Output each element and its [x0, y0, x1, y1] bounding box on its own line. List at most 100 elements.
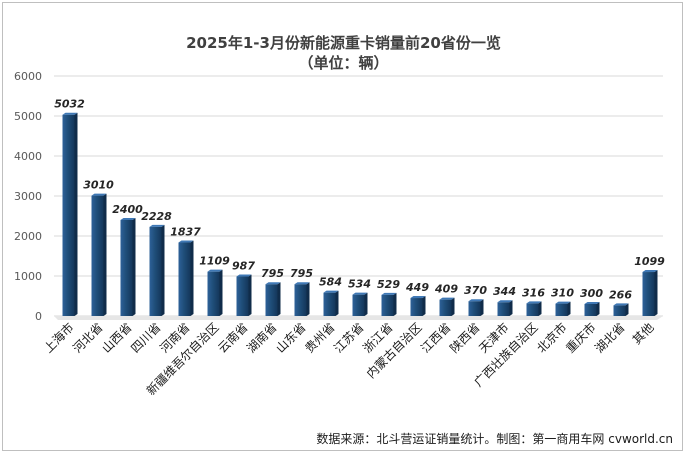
bar: [410, 296, 426, 316]
bar-top: [439, 297, 455, 300]
y-tick-label: 3000: [14, 190, 42, 203]
bar-face: [207, 271, 220, 316]
data-label: 534: [348, 278, 371, 291]
bar-face: [149, 226, 162, 316]
data-label: 266: [609, 288, 632, 301]
bar-face: [236, 276, 249, 316]
data-label: 1837: [170, 226, 201, 239]
bar-face: [381, 294, 394, 316]
bar: [207, 269, 223, 316]
x-tick-label: 山西省: [99, 320, 134, 355]
bar-top: [642, 270, 658, 273]
bar-side: [451, 297, 455, 316]
data-label: 529: [377, 278, 400, 291]
y-tick-label: 6000: [14, 70, 42, 83]
bar-side: [596, 302, 600, 316]
bar-side: [277, 282, 281, 316]
bar-face: [265, 284, 278, 316]
x-tick-label: 上海市: [41, 320, 77, 356]
bar-side: [509, 300, 513, 316]
bar-face: [294, 284, 307, 316]
bar-side: [74, 112, 78, 316]
bar-face: [555, 303, 568, 316]
x-tick-label: 其他: [630, 320, 657, 347]
bar-top: [352, 292, 368, 295]
bar-side: [364, 292, 368, 316]
x-tick-label: 湖南省: [244, 320, 280, 356]
bar-top: [265, 282, 281, 285]
bar-top: [236, 274, 252, 277]
y-tick-label: 1000: [14, 270, 42, 283]
bar-side: [103, 193, 107, 316]
data-label: 344: [493, 285, 516, 298]
bar-side: [480, 299, 484, 316]
bar-face: [62, 114, 75, 316]
bar: [91, 193, 107, 316]
chart-floor: [54, 316, 663, 320]
bar: [497, 300, 513, 316]
data-source-note: 数据来源：北斗营运证销量统计。制图：第一商用车网 cvworld.cn: [316, 432, 673, 446]
bar-side: [306, 282, 310, 316]
bar-face: [352, 294, 365, 316]
bar-top: [91, 193, 107, 196]
chart-frame: [2, 2, 683, 451]
bar-top: [497, 300, 513, 303]
x-tick-label: 河北省: [70, 320, 105, 355]
data-label: 2400: [112, 203, 143, 216]
chart-subtitle: （单位：辆）: [298, 54, 389, 72]
data-label: 310: [551, 287, 574, 300]
bar-top: [381, 292, 397, 295]
x-tick-label: 湖北省: [592, 320, 628, 356]
bar-face: [468, 301, 481, 316]
bar-side: [132, 218, 136, 316]
x-tick-label: 江西省: [418, 320, 453, 355]
bar: [642, 270, 658, 316]
x-tick-label: 江苏省: [331, 320, 366, 355]
bar-face: [323, 292, 336, 316]
x-tick-label: 重庆市: [563, 320, 599, 356]
bar-face: [439, 299, 452, 316]
data-label: 987: [232, 260, 255, 273]
x-tick-label: 云南省: [215, 320, 251, 356]
bar-side: [335, 290, 339, 316]
bar-side: [538, 301, 542, 316]
bar-face: [120, 220, 133, 316]
bar-face: [642, 272, 655, 316]
y-tick-label: 0: [35, 310, 42, 323]
bar: [323, 290, 339, 316]
bar: [149, 224, 165, 316]
bar: [294, 282, 310, 316]
bar-side: [219, 269, 223, 316]
bar-top: [294, 282, 310, 285]
data-label: 1109: [199, 255, 230, 268]
bar: [526, 301, 542, 316]
bar-top: [613, 303, 629, 306]
data-label: 2228: [141, 210, 172, 223]
bar: [62, 112, 78, 316]
bar: [439, 297, 455, 316]
bar: [555, 301, 571, 316]
bar-side: [190, 240, 194, 316]
bar: [352, 292, 368, 316]
bar-top: [410, 296, 426, 299]
bar-top: [555, 301, 571, 304]
bar-top: [584, 302, 600, 304]
bar: [120, 218, 136, 316]
bar-side: [654, 270, 658, 316]
bar: [468, 299, 484, 316]
bar-top: [149, 224, 165, 227]
bar-top: [526, 301, 542, 304]
bar-top: [468, 299, 484, 302]
bar-side: [625, 303, 629, 316]
data-label: 3010: [83, 179, 114, 192]
bar-face: [526, 303, 539, 316]
bar-face: [91, 195, 104, 316]
y-tick-label: 5000: [14, 110, 42, 123]
bar-side: [567, 301, 571, 316]
bar-top: [178, 240, 194, 243]
bar-top: [62, 112, 78, 115]
bar-side: [161, 224, 165, 316]
bar: [265, 282, 281, 316]
bar-face: [613, 305, 626, 316]
